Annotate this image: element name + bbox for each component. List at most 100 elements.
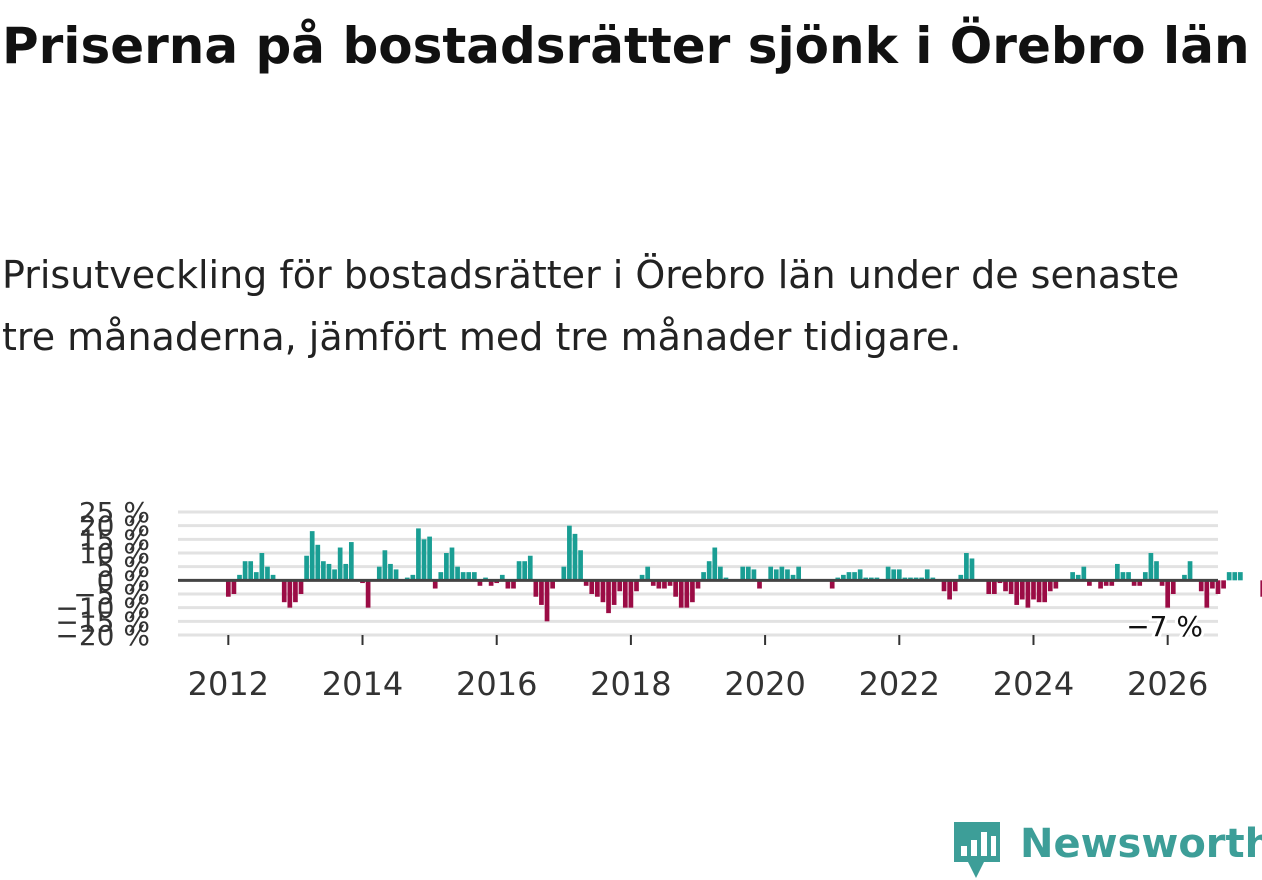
bar [1098, 580, 1103, 589]
bar [410, 574, 416, 581]
bar [421, 539, 427, 581]
bar [1159, 580, 1165, 586]
bar [253, 572, 259, 581]
bar [712, 547, 718, 581]
y-tick-label: −20 % [55, 619, 150, 652]
bar [622, 580, 628, 608]
x-tick-label: 2022 [859, 665, 940, 703]
bar [466, 572, 472, 581]
bar [1182, 574, 1187, 581]
x-tick-label: 2012 [188, 665, 269, 703]
x-tick-label: 2026 [1127, 665, 1208, 703]
bar [533, 580, 539, 597]
bar [595, 580, 600, 597]
bar [1238, 572, 1243, 581]
x-tick-label: 2016 [456, 665, 537, 703]
bar [829, 580, 835, 589]
x-tick-label: 2020 [724, 665, 805, 703]
bar [242, 561, 248, 581]
bar [690, 580, 695, 603]
bar [304, 555, 309, 581]
bar [1036, 580, 1042, 603]
bar [393, 569, 399, 581]
bar [488, 580, 494, 586]
bar [544, 580, 550, 622]
bar [589, 580, 595, 594]
bar [382, 550, 388, 581]
bar [281, 580, 287, 603]
bar [947, 580, 952, 600]
bar [1103, 580, 1109, 586]
bar [583, 580, 589, 586]
bar [270, 574, 276, 581]
bar [293, 580, 298, 603]
bar [572, 533, 578, 581]
newsworthy-logo: Newsworthy [950, 818, 1262, 880]
bar [388, 563, 393, 581]
bar [969, 558, 975, 581]
bar [891, 569, 897, 581]
bar [650, 580, 656, 586]
bar [1075, 574, 1081, 581]
bar [785, 569, 790, 581]
bar [701, 572, 706, 581]
newsworthy-logo-icon [954, 822, 1000, 878]
bar [438, 572, 444, 581]
bar [309, 531, 315, 581]
bar [1014, 580, 1020, 605]
chart-subtitle: Prisutveckling för bostadsrätter i Örebr… [2, 253, 1180, 359]
x-tick-label: 2014 [322, 665, 403, 703]
bar [1198, 580, 1204, 592]
bar [427, 536, 432, 581]
y-tick-label: −5 % [73, 578, 150, 611]
bar [237, 574, 242, 581]
bar [259, 553, 265, 581]
bar [561, 566, 567, 581]
bar [477, 580, 483, 586]
bar [1187, 561, 1193, 581]
bar [298, 580, 304, 594]
bar [964, 553, 969, 581]
bar [1025, 580, 1031, 608]
y-tick-label: −10 % [55, 592, 150, 625]
y-axis-tick-labels: −20 %−15 %−10 %−5 %0 %5 %10 %15 %20 %25 … [55, 496, 150, 652]
bar [992, 580, 997, 594]
bar [885, 566, 891, 581]
bar [896, 569, 902, 581]
bar [706, 561, 712, 581]
x-tick-label: 2024 [993, 665, 1074, 703]
y-tick-label: −15 % [55, 605, 150, 638]
bar [634, 580, 639, 592]
bar [416, 528, 421, 581]
bar [673, 580, 678, 597]
bar [332, 569, 337, 581]
bar [600, 580, 606, 603]
bar [1170, 580, 1176, 594]
bar [796, 566, 801, 581]
bar [768, 566, 774, 581]
bar [499, 574, 505, 581]
bar [511, 580, 516, 589]
last-value-annotation: −7 % [1126, 610, 1203, 643]
bar [1142, 572, 1148, 581]
bar [779, 566, 785, 581]
bar [958, 574, 964, 581]
bar [265, 566, 270, 581]
bar [941, 580, 947, 592]
chart-title: Priserna på bostadsrätter sjönk i Örebro… [2, 17, 1250, 75]
bar [455, 566, 460, 581]
bar [348, 542, 354, 581]
bar [376, 566, 382, 581]
bar [567, 525, 572, 581]
x-tick-label: 2018 [590, 665, 671, 703]
bar [1131, 580, 1137, 586]
bar [365, 580, 371, 608]
bar [287, 580, 293, 608]
bar [449, 547, 455, 581]
bar [857, 569, 863, 581]
bar [1210, 580, 1215, 589]
y-tick-label: 5 % [97, 551, 150, 584]
bar [1003, 580, 1008, 592]
y-tick-label: 20 % [79, 510, 150, 543]
bar [539, 580, 544, 605]
